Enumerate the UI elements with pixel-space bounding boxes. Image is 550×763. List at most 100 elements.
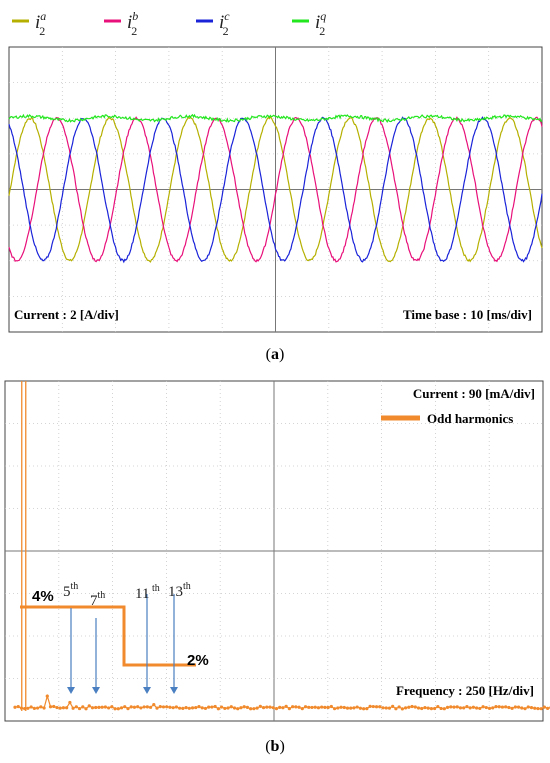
spectrum-point [184,705,188,710]
legend-a: ia 2 ib 2 ic 2 iq 2 [12,9,326,38]
caption-a: (a) [265,346,285,363]
spectrum-point [210,705,214,709]
spectrum-point [297,705,301,709]
spectrum-point [281,706,285,710]
spectrum-point [52,704,56,709]
trace-a [8,116,543,263]
scale-label-b: Current : 90 [mA/div] [413,386,535,401]
legend-label-a: ia 2 [35,9,46,38]
legend-label-c: ic 2 [219,9,230,38]
chart-panel-b: Current : 90 [mA/div] Odd harmonics Freq… [4,380,550,722]
spectrum-point [329,704,333,709]
spectrum-point [365,707,369,711]
legend-label-q: iq 2 [315,9,326,38]
spectrum-point [171,706,175,710]
spectrum-point [426,706,430,710]
spectrum-point [542,705,546,709]
spectrum-point [61,706,66,710]
spectrum-point [494,705,498,709]
caption-b: (b) [265,738,285,755]
spectrum-point [368,704,372,709]
spectrum-point [374,705,379,709]
spectrum-point [232,706,237,710]
spectrum-point [239,706,243,710]
arrowhead-5 [67,687,75,694]
spectrum-point [520,706,524,710]
spectrum-point [219,705,224,709]
spectrum-point [400,707,404,711]
spectrum-point [342,705,346,710]
spectrum-point [274,707,279,711]
spectrum-point [332,707,337,711]
scale-label-a: Current : 2 [A/div] [14,307,119,322]
limit-label-2: 2% [187,652,209,669]
spectrum-point [242,705,246,709]
spectrum-point [103,705,107,709]
spectrum-point [197,705,201,709]
spectrum-b [13,381,550,711]
spectrum-point [181,706,185,710]
spectrum-point [200,706,204,710]
spectrum-point [77,706,82,711]
caption-b-letter: b [270,738,280,755]
spectrum-point [394,707,398,711]
spectrum-point [271,706,275,710]
trace-q [8,113,543,123]
spectrum-point [152,703,156,707]
spectrum-point [349,706,353,710]
spectrum-point [68,700,72,705]
spectrum-point [320,705,324,709]
spectrum-point [284,704,288,708]
legend-label-b: Odd harmonics [427,411,513,426]
spectrum-point [345,706,350,710]
spectrum-point [261,706,266,710]
spectrum-point [139,706,143,710]
spectrum-point [187,706,191,710]
spectrum-point [107,706,111,710]
arrowhead-7 [92,687,100,694]
spectrum-point [500,705,505,709]
spectrum-point [433,706,437,711]
spectrum-point [48,705,53,709]
spectrum-point [74,705,78,709]
trace-b [8,116,543,263]
spectrum-point [487,706,492,711]
spectrum-point [132,705,137,709]
spectrum-point [316,706,321,710]
spectrum-point [429,707,434,711]
spectrum-point [462,706,466,710]
spectrum-point [39,705,43,709]
spectrum-point [136,705,140,709]
spectrum-point [294,705,298,709]
spectrum-point [445,705,450,709]
spectrum-point [339,705,343,709]
spectrum-point [258,704,262,708]
spectrum-point [484,705,488,710]
spectrum-point [145,705,149,709]
spectrum-point [126,707,130,711]
spectrum-point [236,707,240,711]
spectrum-point [287,707,291,711]
trace-c [8,116,543,264]
spectrum-point [265,705,269,709]
spectrum-point [471,705,475,709]
spectrum-point [465,704,469,709]
spectrum-point [116,707,120,711]
spectrum-point [371,704,375,709]
spectrum-point [481,705,485,709]
harmonic-arrows-b [67,594,178,694]
spectrum-point [536,706,540,711]
spectrum-point [442,707,446,711]
spectrum-point [113,707,117,711]
spectrum-point [16,704,20,709]
spectrum-point [497,705,501,709]
spectrum-point [352,706,356,710]
spectrum-point [449,705,453,709]
arrowhead-13 [170,687,178,694]
spectrum-point [110,705,114,709]
spectrum-point [362,707,366,711]
spectrum-point [391,704,395,708]
spectrum-point [403,706,408,710]
spectrum-point [55,705,59,710]
spectrum-point [355,705,359,709]
